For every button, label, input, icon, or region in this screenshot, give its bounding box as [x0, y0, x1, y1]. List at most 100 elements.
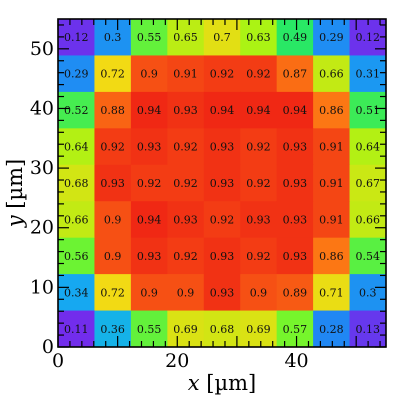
heatmap-cell-value: 0.64 [64, 141, 89, 154]
heatmap-cell [58, 274, 95, 312]
y-tick-label: 10 [30, 276, 54, 298]
heatmap-cell [130, 128, 168, 166]
heatmap-cell-value: 0.94 [210, 104, 235, 117]
heatmap-cell [276, 274, 314, 312]
heatmap-cell [313, 55, 351, 93]
heatmap-cell [203, 201, 241, 239]
heatmap-cell-value: 0.71 [319, 286, 344, 299]
heatmap-cell-value: 0.3 [104, 31, 122, 44]
heatmap-cell [240, 19, 278, 56]
heatmap-cell-value: 0.55 [137, 31, 162, 44]
heatmap-cell [349, 201, 387, 239]
heatmap-cell-value: 0.94 [137, 213, 162, 226]
heatmap-cell-value: 0.92 [246, 141, 271, 154]
heatmap-cell [203, 310, 241, 348]
heatmap-cell-value: 0.56 [64, 250, 89, 263]
heatmap-cell-value: 0.51 [356, 104, 381, 117]
heatmap-cell-value: 0.93 [100, 177, 125, 190]
y-tick-label: 30 [30, 157, 54, 179]
heatmap-cell [58, 201, 95, 239]
heatmap-cell [167, 310, 205, 348]
heatmap-cell [203, 91, 241, 129]
heatmap-cell-value: 0.28 [319, 323, 344, 336]
heatmap-cell-value: 0.67 [356, 177, 381, 190]
heatmap-cell [58, 19, 95, 56]
heatmap-cell [203, 164, 241, 202]
heatmap-cell [313, 201, 351, 239]
y-tick-label: 20 [30, 217, 54, 239]
heatmap-cell-value: 0.91 [319, 141, 344, 154]
heatmap-cell [240, 274, 278, 312]
heatmap-cell-value: 0.87 [283, 68, 308, 81]
heatmap-cell [130, 274, 168, 312]
heatmap-cell-value: 0.49 [283, 31, 308, 44]
heatmap-cell [276, 237, 314, 275]
x-tick-label: 0 [52, 350, 64, 372]
heatmap-cell-value: 0.92 [246, 68, 271, 81]
heatmap-cell-value: 0.93 [210, 141, 235, 154]
heatmap-cell [94, 274, 132, 312]
heatmap-cell [313, 128, 351, 166]
heatmap-cell [94, 310, 132, 348]
heatmap-cell-value: 0.9 [104, 250, 122, 263]
heatmap-cell-value: 0.3 [359, 286, 377, 299]
heatmap-cell [349, 274, 387, 312]
heatmap-cell-value: 0.11 [64, 323, 89, 336]
heatmap-cell-value: 0.92 [173, 141, 198, 154]
heatmap-cell [203, 128, 241, 166]
heatmap-cell [58, 55, 95, 93]
heatmap-cell [130, 164, 168, 202]
heatmap-cell [276, 164, 314, 202]
heatmap-cell-value: 0.91 [319, 177, 344, 190]
heatmap-cell-value: 0.93 [137, 250, 162, 263]
heatmap-cell [313, 274, 351, 312]
heatmap-cell [167, 128, 205, 166]
heatmap-cell-value: 0.57 [283, 323, 308, 336]
heatmap-cell [313, 164, 351, 202]
heatmap-cell [58, 237, 95, 275]
heatmap-cell-value: 0.7 [213, 31, 231, 44]
heatmap-cell-value: 0.93 [210, 177, 235, 190]
heatmap-cell-value: 0.88 [100, 104, 125, 117]
heatmap-cell [94, 237, 132, 275]
heatmap-cell [58, 91, 95, 129]
heatmap-cell [94, 164, 132, 202]
heatmap-cell [203, 19, 241, 56]
heatmap-cell-value: 0.92 [173, 250, 198, 263]
heatmap-cell-value: 0.93 [283, 250, 308, 263]
heatmap-cell-value: 0.92 [210, 213, 235, 226]
heatmap-cell [276, 128, 314, 166]
heatmap-cell-value: 0.93 [173, 104, 198, 117]
heatmap-cell-value: 0.9 [140, 286, 158, 299]
heatmap-cell-value: 0.94 [137, 104, 162, 117]
heatmap-cell [94, 128, 132, 166]
heatmap-cell [203, 274, 241, 312]
heatmap-cell-value: 0.66 [319, 68, 344, 81]
heatmap-cell [240, 128, 278, 166]
heatmap-cell-value: 0.93 [210, 250, 235, 263]
heatmap-cell-value: 0.31 [356, 68, 381, 81]
heatmap-cell-value: 0.93 [283, 213, 308, 226]
heatmap-cell-value: 0.68 [210, 323, 235, 336]
heatmap-cell-value: 0.12 [64, 31, 89, 44]
heatmap-cell [313, 91, 351, 129]
heatmap-cell [313, 237, 351, 275]
heatmap-cell-value: 0.91 [173, 68, 198, 81]
heatmap-cell [94, 55, 132, 93]
heatmap-cell [276, 91, 314, 129]
heatmap-cell-value: 0.69 [173, 323, 198, 336]
heatmap-cell-value: 0.29 [319, 31, 344, 44]
heatmap-cell-value: 0.63 [246, 31, 271, 44]
heatmap-cell-value: 0.9 [104, 213, 122, 226]
heatmap-cell-value: 0.66 [64, 213, 89, 226]
heatmap-cell [167, 201, 205, 239]
heatmap-cell [58, 164, 95, 202]
heatmap-cell-value: 0.66 [356, 213, 381, 226]
heatmap-cell-value: 0.92 [210, 68, 235, 81]
heatmap-cell-value: 0.92 [100, 141, 125, 154]
heatmap-cell-value: 0.55 [137, 323, 162, 336]
heatmap-cell-value: 0.52 [64, 104, 89, 117]
heatmap-cell [167, 164, 205, 202]
heatmap-cell-value: 0.54 [356, 250, 381, 263]
heatmap-cell [276, 55, 314, 93]
